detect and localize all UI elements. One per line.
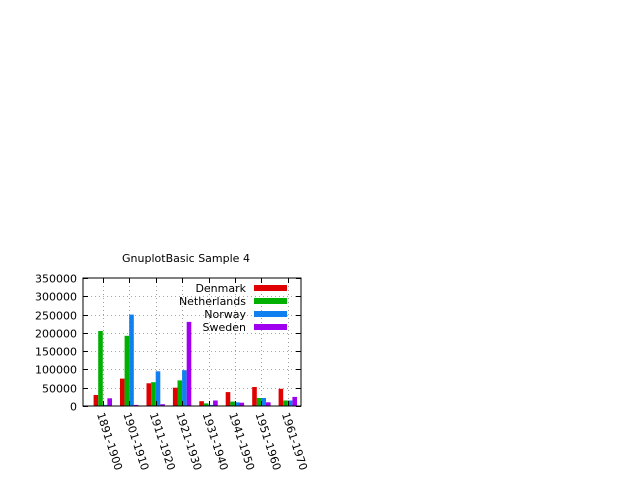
bar-denmark [120, 378, 125, 406]
y-tick-label: 350000 [35, 273, 77, 286]
bar-norway [102, 404, 108, 406]
y-tick-label: 100000 [35, 364, 77, 377]
legend-swatch [254, 298, 287, 304]
bar-sweden [266, 402, 271, 406]
bar-denmark [146, 383, 152, 406]
x-tick-label: 1911-1920 [147, 411, 178, 472]
bar-denmark [172, 387, 178, 406]
plot-frame [82, 277, 302, 407]
bar-netherlands [203, 403, 209, 406]
bar-netherlands [256, 398, 262, 406]
legend-label: Sweden [203, 321, 246, 334]
bar-norway [155, 371, 161, 406]
bar-netherlands [283, 400, 288, 406]
bar-norway [234, 402, 240, 406]
y-axis: 0 50000 100000 150000 200000 250000 300000 3500… [35, 273, 301, 414]
legend-swatch [254, 324, 287, 330]
bar-denmark [199, 401, 204, 406]
bar-netherlands [124, 335, 130, 406]
x-tick-label: 1941-1950 [226, 411, 257, 472]
bar-norway [287, 400, 293, 406]
legend-swatch [254, 285, 287, 291]
bar-sweden [292, 396, 297, 406]
x-tick-label: 1961-1970 [279, 411, 310, 472]
bar-sweden [186, 321, 192, 406]
bar-denmark [93, 395, 99, 406]
bar-netherlands [98, 331, 103, 406]
x-tick-label: 1951-1960 [253, 411, 284, 472]
x-tick-label: 1921-1930 [173, 411, 204, 472]
bar-sweden [133, 404, 139, 406]
chart-title: GnuplotBasic Sample 4 [122, 252, 250, 265]
y-tick-label: 300000 [35, 291, 77, 304]
legend-label: Norway [204, 308, 246, 321]
bars [93, 314, 297, 406]
x-tick-label: 1891-1900 [94, 411, 125, 472]
y-tick-label: 150000 [35, 346, 77, 359]
y-tick-label: 200000 [35, 328, 77, 341]
bar-norway [182, 370, 187, 406]
bar-netherlands [177, 380, 183, 406]
x-tick-label: 1931-1940 [200, 411, 231, 472]
bar-netherlands [230, 401, 235, 406]
bar-norway [261, 398, 266, 406]
x-tick-label: 1901-1910 [120, 411, 151, 472]
bar-denmark [278, 388, 284, 406]
bar-denmark [225, 392, 231, 406]
bar-denmark [252, 387, 257, 406]
bar-sweden [107, 398, 112, 406]
y-tick-label: 0 [70, 401, 77, 414]
bar-netherlands [151, 382, 156, 406]
y-tick-label: 250000 [35, 310, 77, 323]
bar-sweden [213, 400, 218, 406]
legend-label: Denmark [195, 282, 246, 295]
bar-sweden [160, 404, 165, 406]
legend-swatch [254, 311, 287, 317]
bar-norway [208, 404, 214, 406]
legend-label: Netherlands [179, 295, 246, 308]
bar-norway [129, 314, 134, 406]
y-tick-label: 50000 [42, 383, 77, 396]
bar-sweden [239, 402, 245, 406]
